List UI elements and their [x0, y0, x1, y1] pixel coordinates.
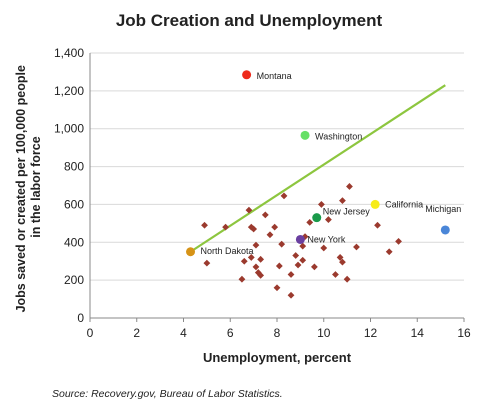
state-point: [332, 271, 339, 278]
state-point: [395, 237, 402, 245]
state-label: Washington: [315, 131, 362, 141]
state-point: [240, 257, 248, 265]
state-point: [353, 243, 360, 251]
x-tick-label: 0: [87, 326, 94, 340]
highlighted-state-point: [186, 247, 196, 257]
trendline: [189, 84, 446, 253]
state-label: California: [385, 199, 423, 209]
state-point: [336, 254, 344, 261]
state-label: Michigan: [425, 204, 461, 214]
state-point: [266, 231, 274, 239]
source-note: Source: Recovery.gov, Bureau of Labor St…: [52, 388, 283, 400]
highlighted-state-point: [312, 213, 322, 223]
highlighted-state-point: [242, 70, 252, 80]
points-layer: [186, 70, 450, 299]
y-tick-label: 600: [64, 197, 84, 211]
x-tick-label: 2: [133, 326, 140, 340]
state-point: [271, 223, 279, 231]
y-tick-label: 1,200: [54, 84, 84, 98]
y-axis-label: Jobs saved or created per 100,000 people…: [14, 62, 43, 313]
y-axis-label-line-1: Jobs saved or created per 100,000 people: [14, 65, 28, 312]
state-point: [374, 221, 381, 229]
highlighted-state-point: [440, 225, 450, 235]
x-tick-label: 14: [411, 326, 425, 340]
y-tick-label: 1,000: [54, 122, 84, 136]
highlighted-state-point: [295, 234, 305, 244]
state-point: [247, 223, 255, 231]
state-point: [311, 263, 318, 271]
state-label: Montana: [257, 71, 292, 81]
state-point: [299, 256, 307, 264]
state-label: New Jersey: [323, 207, 371, 217]
grid-lines: [90, 52, 464, 281]
state-point: [339, 258, 346, 266]
x-axis-label: Unemployment, percent: [203, 350, 352, 365]
state-point: [292, 252, 300, 259]
state-point: [280, 192, 288, 200]
state-label: North Dakota: [201, 246, 254, 256]
x-tick-label: 8: [274, 326, 281, 340]
state-point: [306, 219, 314, 226]
point-labels: Montana Washington California New Jersey Mic…: [201, 71, 462, 256]
state-point: [238, 275, 246, 283]
state-point: [325, 216, 332, 223]
y-tick-label: 1,400: [54, 46, 84, 60]
y-axis-label-line-2: in the labor force: [29, 136, 43, 237]
highlighted-state-point: [300, 130, 310, 140]
y-tick-label: 200: [64, 273, 84, 287]
state-point: [299, 242, 307, 250]
highlighted-state-point: [370, 199, 380, 209]
state-point: [294, 261, 302, 269]
x-tick-label: 6: [227, 326, 234, 340]
state-point: [245, 206, 253, 214]
state-point: [201, 221, 208, 229]
x-tick-label: 12: [364, 326, 378, 340]
state-point: [318, 201, 325, 208]
state-point: [278, 240, 286, 248]
chart-title: Job Creation and Unemployment: [115, 11, 383, 30]
state-point: [320, 244, 328, 252]
state-point: [250, 225, 258, 233]
state-point: [343, 275, 351, 283]
state-point: [261, 211, 269, 219]
state-point: [275, 262, 283, 270]
state-label: New York: [307, 234, 346, 244]
y-tick-label: 800: [64, 160, 84, 174]
x-tick-label: 10: [317, 326, 331, 340]
state-point: [257, 255, 265, 263]
state-point: [252, 263, 260, 271]
x-tick-label: 16: [457, 326, 471, 340]
state-point: [287, 271, 295, 278]
state-point: [203, 259, 211, 267]
state-point: [273, 284, 281, 292]
state-point: [257, 272, 265, 279]
state-point: [222, 223, 229, 231]
trendline-layer: [189, 84, 446, 253]
state-point: [385, 248, 393, 256]
state-point: [247, 254, 255, 261]
state-point: [287, 291, 295, 299]
state-point: [346, 183, 353, 190]
state-point: [339, 197, 346, 205]
y-tick-label: 400: [64, 235, 84, 249]
axes: 0 200 400 600 800 1,000 1,200 1,400 0 2 4 6 8 10 12 14 1…: [54, 46, 471, 340]
state-point: [252, 241, 260, 249]
y-tick-label: 0: [77, 311, 84, 325]
x-tick-label: 4: [180, 326, 187, 340]
